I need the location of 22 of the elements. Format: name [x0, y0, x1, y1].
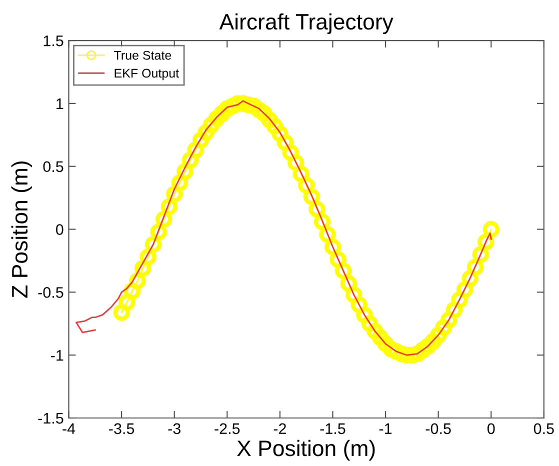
x-tick-label: -2.5 [214, 423, 240, 434]
y-tick-label: 1.5 [44, 36, 64, 46]
x-tick-label: -1.5 [320, 423, 346, 434]
x-axis-title: X Position (m) [237, 440, 375, 461]
y-tick-label: -0.5 [38, 287, 64, 298]
x-tick-label: -4 [62, 423, 76, 434]
y-tick-label: -1.5 [38, 413, 64, 424]
legend-label: True State [114, 50, 172, 60]
x-tick-label: 0.5 [534, 423, 554, 434]
chart-title: Aircraft Trajectory [219, 13, 394, 34]
x-tick-label: -3 [168, 423, 180, 434]
x-tick-label: -0.5 [426, 423, 451, 434]
y-tick-label: -1 [50, 350, 64, 361]
y-tick-label: 0.5 [43, 161, 64, 172]
x-tick-label: -1 [379, 423, 392, 434]
y-axis-title: Z Position (m) [11, 162, 32, 298]
y-tick-label: 0 [56, 224, 64, 235]
x-tick-label: -3.5 [109, 423, 134, 434]
x-tick-label: -2 [274, 423, 286, 434]
y-tick-label: 1 [56, 98, 64, 109]
x-tick-label: 0 [487, 423, 495, 434]
legend-label: EKF Output [114, 68, 179, 80]
